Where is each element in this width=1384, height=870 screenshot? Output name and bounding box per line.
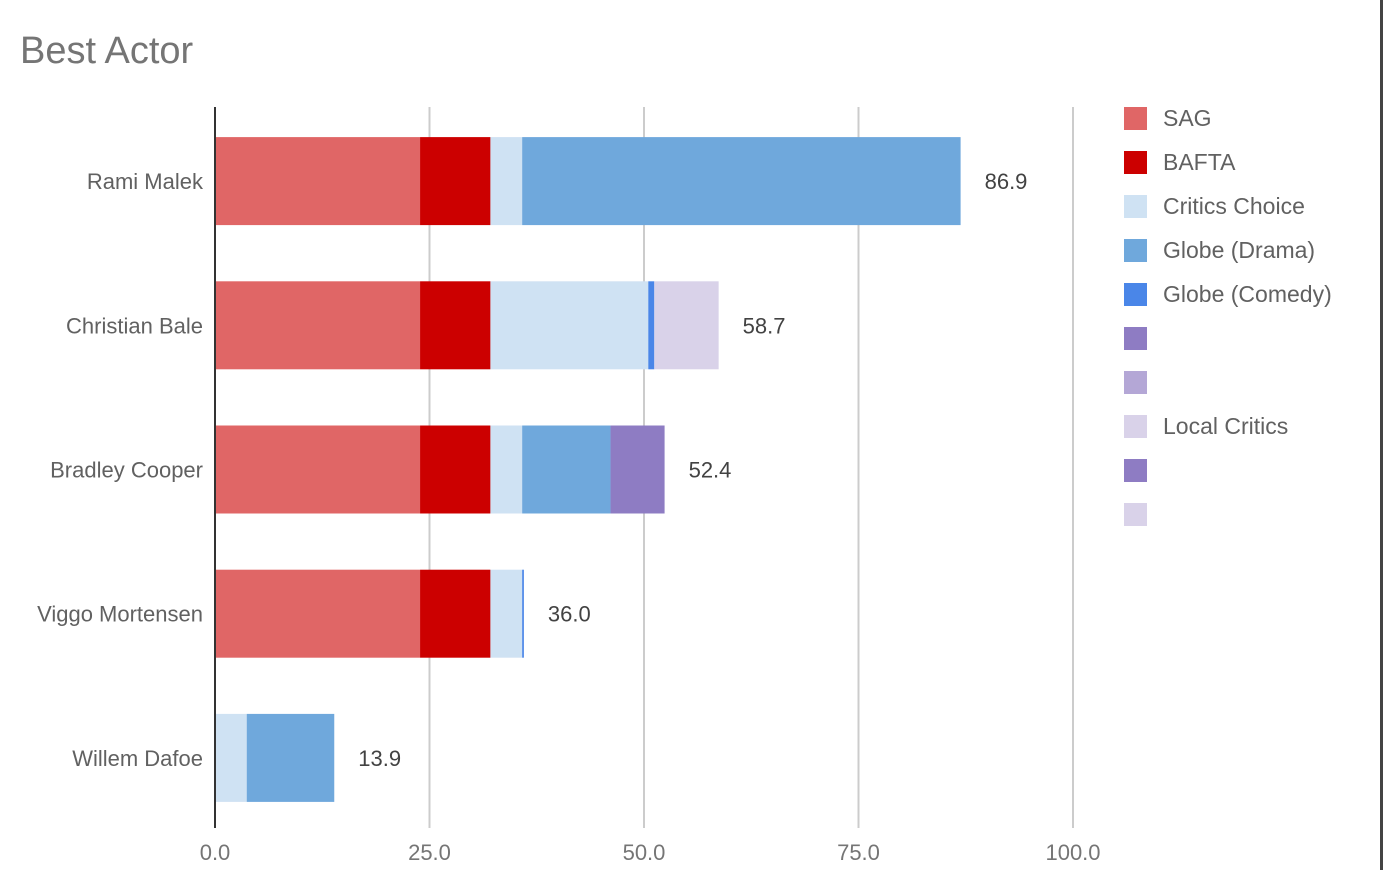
value-label: 36.0 xyxy=(548,602,591,627)
legend-label: Critics Choice xyxy=(1163,193,1305,219)
category-label: Rami Malek xyxy=(87,169,204,194)
category-label: Willem Dafoe xyxy=(72,746,203,771)
x-tick-label: 25.0 xyxy=(408,840,451,865)
value-label: 86.9 xyxy=(985,169,1028,194)
bar-2-0 xyxy=(215,426,420,514)
x-tick-label: 50.0 xyxy=(623,840,666,865)
bar-2-5 xyxy=(611,426,665,514)
bar-3-1 xyxy=(420,570,490,658)
value-label: 13.9 xyxy=(358,746,401,771)
bar-1-4 xyxy=(648,281,654,369)
legend-swatch xyxy=(1124,195,1147,218)
legend-swatch xyxy=(1124,415,1147,438)
x-tick-label: 75.0 xyxy=(837,840,880,865)
bar-0-3 xyxy=(522,137,960,225)
legend-swatch xyxy=(1124,107,1147,130)
x-tick-label: 0.0 xyxy=(200,840,231,865)
bar-1-1 xyxy=(420,281,490,369)
legend-label: BAFTA xyxy=(1163,149,1236,175)
category-label: Bradley Cooper xyxy=(50,458,203,483)
bar-2-3 xyxy=(522,426,610,514)
bar-4-2 xyxy=(215,714,247,802)
bar-1-7 xyxy=(654,281,718,369)
legend-swatch xyxy=(1124,371,1147,394)
bar-2-2 xyxy=(490,426,522,514)
bar-1-0 xyxy=(215,281,420,369)
category-label: Viggo Mortensen xyxy=(37,602,203,627)
x-tick-label: 100.0 xyxy=(1045,840,1100,865)
bar-1-2 xyxy=(490,281,648,369)
legend-label: Globe (Drama) xyxy=(1163,237,1315,263)
chart: Best Actor Rami Malek 86.9 Christian Bale 5… xyxy=(0,0,1384,870)
bar-3-0 xyxy=(215,570,420,658)
bar-0-0 xyxy=(215,137,420,225)
bar-0-2 xyxy=(490,137,522,225)
legend-swatch xyxy=(1124,503,1147,526)
category-label: Christian Bale xyxy=(66,313,203,338)
bar-3-4 xyxy=(522,570,524,658)
legend-swatch xyxy=(1124,239,1147,262)
value-label: 58.7 xyxy=(743,313,786,338)
bar-3-2 xyxy=(490,570,522,658)
bar-4-3 xyxy=(247,714,335,802)
bar-0-1 xyxy=(420,137,490,225)
value-label: 52.4 xyxy=(689,458,732,483)
legend-swatch xyxy=(1124,327,1147,350)
chart-plot: Rami Malek 86.9 Christian Bale 58.7 Bradley … xyxy=(0,0,1384,870)
legend-label: SAG xyxy=(1163,105,1212,131)
bar-2-1 xyxy=(420,426,490,514)
frame-edge xyxy=(1380,0,1383,870)
legend-swatch xyxy=(1124,459,1147,482)
legend-swatch xyxy=(1124,151,1147,174)
legend-swatch xyxy=(1124,283,1147,306)
legend-label: Local Critics xyxy=(1163,413,1288,439)
legend-label: Globe (Comedy) xyxy=(1163,281,1332,307)
